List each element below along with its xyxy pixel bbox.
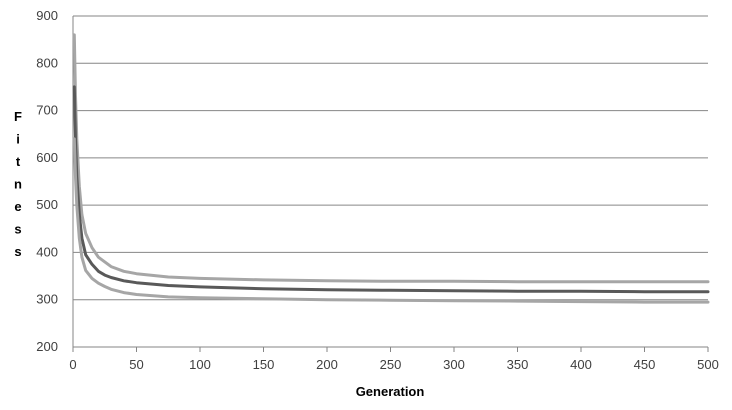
series-lines <box>72 33 710 304</box>
x-tick-label: 200 <box>316 357 338 372</box>
x-tick-label: 350 <box>507 357 529 372</box>
y-tick-label: 600 <box>36 150 58 165</box>
y-axis-title-letter: n <box>14 177 22 192</box>
y-axis-title-letter: i <box>16 132 20 147</box>
series-line-lower <box>72 137 710 304</box>
x-tick-label: 50 <box>129 357 143 372</box>
series-line-upper <box>72 33 710 284</box>
x-tick-label: 450 <box>634 357 656 372</box>
x-tick-label: 100 <box>189 357 211 372</box>
y-axis-title-letter: e <box>14 199 21 214</box>
x-tick-label: 400 <box>570 357 592 372</box>
y-tick-label: 300 <box>36 292 58 307</box>
y-tick-label: 200 <box>36 339 58 354</box>
x-tick-label: 500 <box>697 357 719 372</box>
y-axis-title-letter: s <box>14 244 21 259</box>
y-tick-label: 400 <box>36 244 58 259</box>
y-tick-label: 900 <box>36 8 58 23</box>
y-tick-label: 500 <box>36 197 58 212</box>
x-tick-label: 250 <box>380 357 402 372</box>
x-tick-label: 300 <box>443 357 465 372</box>
y-axis-title-letter: s <box>14 222 21 237</box>
tick-labels: 200 300 400 500 600 700 800 900 0 50 100 150 200 250 3… <box>36 8 719 372</box>
x-axis-title: Generation <box>356 384 425 399</box>
y-axis-title-letter: t <box>16 154 21 169</box>
series-line-mean <box>72 85 710 294</box>
y-axis-title-letter: F <box>14 109 22 124</box>
x-tick-label: 150 <box>253 357 275 372</box>
x-tick-label: 0 <box>69 357 76 372</box>
y-tick-label: 800 <box>36 55 58 70</box>
axes <box>72 16 709 352</box>
y-tick-label: 700 <box>36 103 58 118</box>
grid-lines <box>73 15 708 301</box>
